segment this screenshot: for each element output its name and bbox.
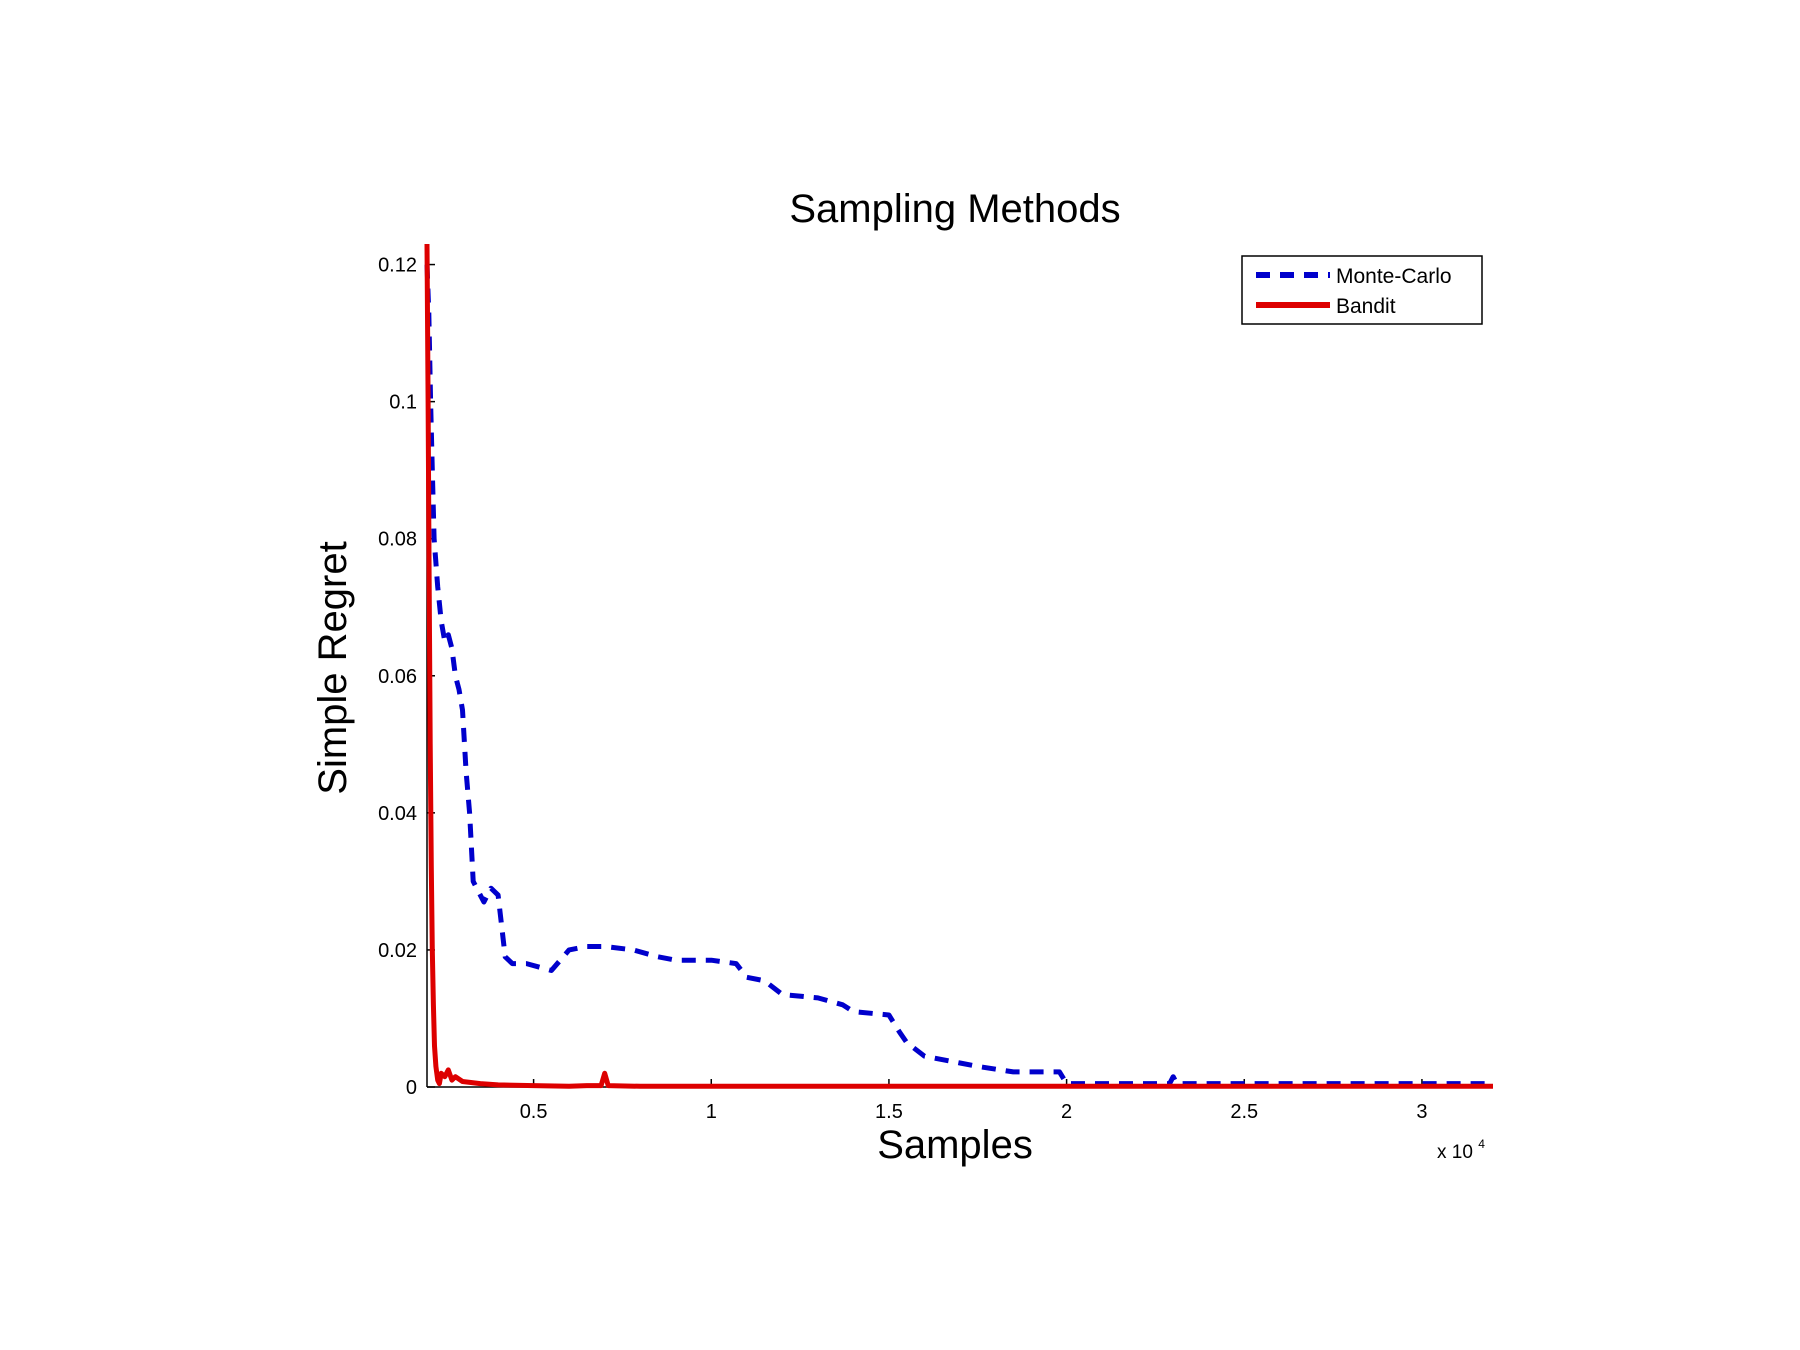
- x-axis-label: Samples: [877, 1123, 1033, 1167]
- x-axis-multiplier-exponent: 4: [1478, 1137, 1485, 1151]
- x-tick-label: 2: [1061, 1101, 1072, 1123]
- legend-label-bandit: Bandit: [1336, 295, 1396, 318]
- chart-title: Sampling Methods: [789, 187, 1120, 231]
- x-tick-label: 1.5: [875, 1101, 903, 1123]
- y-tick-label: 0.08: [378, 529, 417, 551]
- y-tick-label: 0.12: [378, 255, 417, 277]
- x-axis-multiplier: x 10 4: [1437, 1137, 1485, 1163]
- series-line-monte-carlo: [424, 264, 1493, 1087]
- y-tick-label: 0.02: [378, 940, 417, 962]
- series-line-bandit: [424, 243, 1493, 1089]
- legend-label-monte-carlo: Monte-Carlo: [1336, 265, 1452, 288]
- y-tick-label: 0.06: [378, 666, 417, 688]
- x-tick-label: 0.5: [520, 1101, 548, 1123]
- x-tick-label: 2.5: [1230, 1101, 1258, 1123]
- x-tick-label: 1: [706, 1101, 717, 1123]
- x-tick-label: 3: [1416, 1101, 1427, 1123]
- x-axis-multiplier-base: x 10: [1437, 1142, 1473, 1163]
- series-group: [424, 243, 1493, 1089]
- axes: 0 0.02 0.04 0.06 0.08 0.1 0.12 0.5 1 1.5 2 2.5 3: [378, 244, 1493, 1123]
- legend: Monte-Carlo Bandit: [1241, 255, 1483, 325]
- y-tick-label: 0.04: [378, 803, 417, 825]
- y-tick-label: 0: [406, 1077, 417, 1099]
- y-axis-label: Simple Regret: [311, 541, 355, 794]
- y-tick-label: 0.1: [389, 392, 417, 414]
- legend-box: [1241, 255, 1483, 325]
